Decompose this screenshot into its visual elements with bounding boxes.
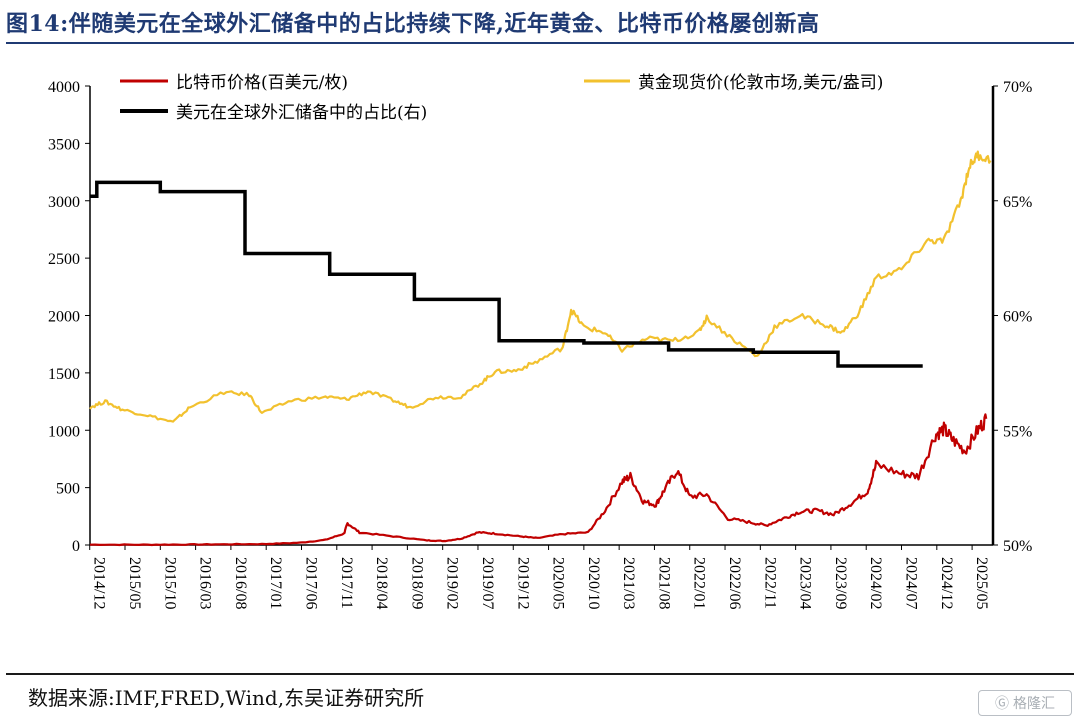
gold-price-line	[89, 150, 992, 423]
y-right-tick-label: 50%	[1003, 538, 1032, 555]
x-tick-label: 2023/04	[797, 557, 814, 609]
x-tick-label: 2021/03	[620, 557, 637, 609]
chart: 0 500 1000 1500 2000 2500 3000 3500 4000 50% 55% 60…	[48, 73, 1032, 609]
y-left-tick-label: 1500	[48, 366, 80, 383]
usd-share-line	[90, 180, 923, 368]
y-left-tick-label: 3000	[48, 194, 80, 211]
y-left-tick-label: 0	[72, 538, 80, 555]
x-tick-label: 2018/09	[408, 557, 425, 609]
y-right-tick-label: 70%	[1003, 79, 1032, 96]
x-tick-label: 2022/01	[691, 557, 708, 609]
y-left-tick-label: 2500	[48, 251, 80, 268]
footer-divider	[6, 673, 1074, 675]
watermark-text: 格隆汇	[1013, 696, 1055, 712]
x-tick-label: 2014/12	[91, 557, 108, 609]
y-right-tick-label: 55%	[1003, 423, 1032, 440]
x-tick-label: 2017/06	[302, 557, 319, 609]
x-tick-label: 2019/02	[444, 557, 461, 609]
y-right-tick-label: 60%	[1003, 309, 1032, 326]
y-left-tick-label: 1000	[48, 423, 80, 440]
x-tick-label: 2015/10	[161, 557, 178, 609]
x-tick-label: 2022/06	[726, 557, 743, 609]
legend-label-usd-share: 美元在全球外汇储备中的占比(右)	[176, 103, 427, 123]
x-tick-label: 2024/07	[903, 557, 920, 609]
y-left-tick-label: 3500	[48, 136, 80, 153]
series-layer	[89, 150, 992, 547]
x-tick-label: 2022/11	[761, 557, 778, 609]
x-tick-label: 2015/05	[126, 557, 143, 609]
x-tick-label: 2018/04	[373, 557, 390, 609]
x-tick-label: 2019/07	[479, 557, 496, 609]
legend-label-bitcoin: 比特币价格(百美元/枚)	[176, 73, 348, 93]
figure-title: 图14:伴随美元在全球外汇储备中的占比持续下降,近年黄金、比特币价格屡创新高	[6, 11, 820, 37]
x-tick-label: 2020/05	[550, 557, 567, 609]
watermark: Ⓖ 格隆汇	[978, 690, 1072, 716]
x-tick-label: 2017/11	[338, 557, 355, 609]
chart-axes: 0 500 1000 1500 2000 2500 3000 3500 4000 50% 55% 60…	[48, 79, 1032, 609]
watermark-logo-icon: Ⓖ	[995, 696, 1009, 712]
chart-legend: 比特币价格(百美元/枚) 黄金现货价(伦敦市场,美元/盎司) 美元在全球外汇储备…	[120, 73, 883, 123]
x-tick-label: 2019/12	[514, 557, 531, 609]
x-tick-label: 2016/08	[232, 557, 249, 609]
x-tick-label: 2025/05	[973, 557, 990, 609]
x-tick-label: 2024/02	[867, 557, 884, 609]
x-tick-label: 2017/01	[267, 557, 284, 609]
title-divider	[6, 42, 1074, 44]
legend-label-gold: 黄金现货价(伦敦市场,美元/盎司)	[638, 73, 883, 93]
bitcoin-price-line	[89, 413, 988, 547]
y-left-tick-label: 500	[56, 481, 80, 498]
y-right-tick-label: 65%	[1003, 194, 1032, 211]
x-tick-label: 2024/12	[938, 557, 955, 609]
x-tick-label: 2020/10	[585, 557, 602, 609]
x-tick-label: 2016/03	[197, 557, 214, 609]
x-tick-label: 2023/09	[832, 557, 849, 609]
source-note: 数据来源:IMF,FRED,Wind,东吴证券研究所	[28, 686, 425, 710]
y-left-tick-label: 2000	[48, 309, 80, 326]
y-left-tick-label: 4000	[48, 79, 80, 96]
x-tick-label: 2021/08	[655, 557, 672, 609]
